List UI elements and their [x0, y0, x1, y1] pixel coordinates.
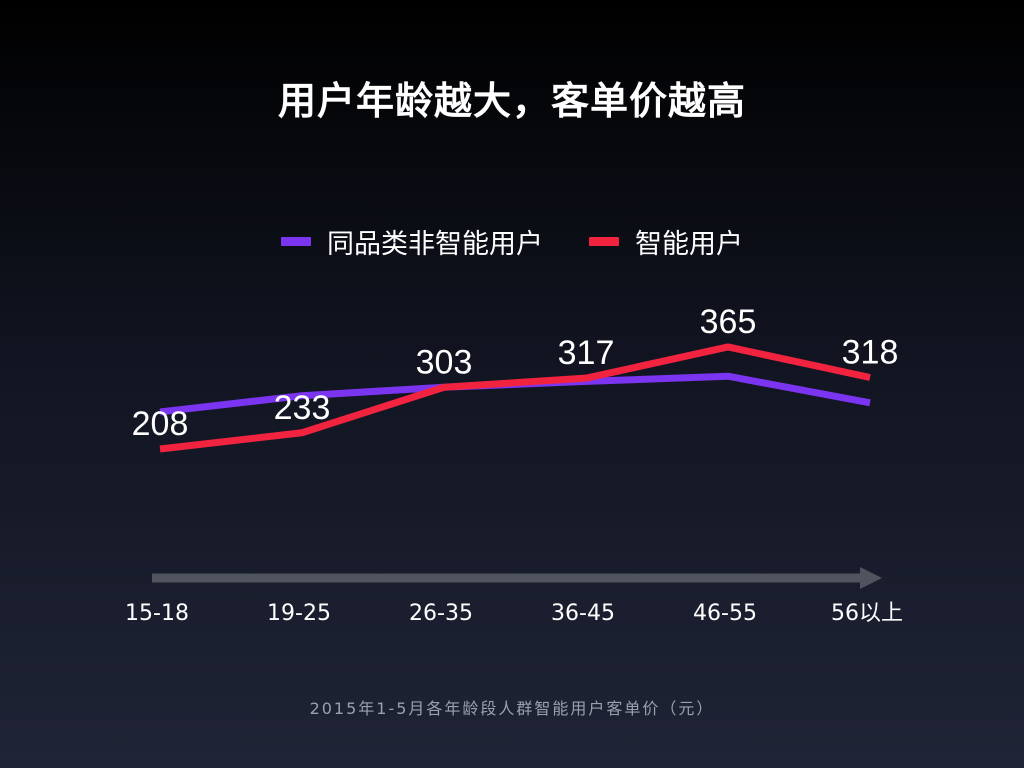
data-label: 365	[700, 303, 757, 341]
series-line-smart	[159, 343, 871, 453]
x-tick-label: 56以上	[831, 601, 903, 626]
data-label: 318	[842, 334, 899, 372]
chart-title: 用户年龄越大，客单价越高	[277, 79, 746, 123]
data-label: 208	[132, 405, 189, 443]
x-tick-label: 26-35	[409, 601, 473, 626]
legend-label-smart: 智能用户	[635, 229, 743, 260]
legend-swatch-non-smart	[281, 237, 311, 246]
legend-item-smart: 智能用户	[589, 222, 743, 261]
data-label: 233	[274, 389, 331, 427]
data-label: 317	[558, 334, 615, 372]
legend-item-non-smart: 同品类非智能用户	[281, 222, 543, 261]
x-axis-arrowhead	[860, 567, 882, 589]
data-labels: 208 233 303 317 365 318	[132, 303, 899, 443]
x-tick-label: 15-18	[125, 601, 189, 626]
legend-label-non-smart: 同品类非智能用户	[327, 229, 543, 260]
series-lines	[159, 343, 871, 453]
x-tick-label: 19-25	[267, 601, 331, 626]
legend-swatch-smart	[589, 237, 619, 246]
data-label: 303	[416, 343, 473, 381]
source-note: 2015年1-5月各年龄段人群智能用户客单价（元）	[309, 699, 715, 718]
x-axis	[152, 567, 882, 589]
x-tick-label: 36-45	[551, 601, 615, 626]
legend: 同品类非智能用户 智能用户	[0, 222, 1024, 261]
x-tick-label: 46-55	[693, 601, 757, 626]
x-tick-labels: 15-18 19-25 26-35 36-45 46-55 56以上	[125, 601, 903, 626]
